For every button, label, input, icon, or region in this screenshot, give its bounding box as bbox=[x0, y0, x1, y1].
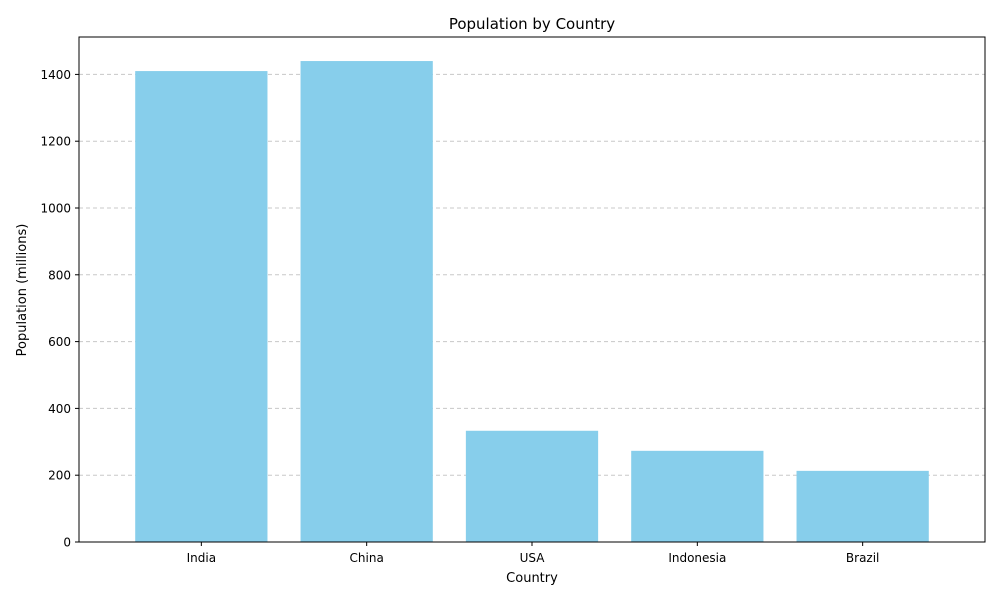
bar-indonesia bbox=[631, 450, 764, 542]
x-axis-ticks: India China USA Indonesia Brazil bbox=[187, 542, 880, 565]
bar-usa bbox=[465, 430, 599, 542]
chart-title: Population by Country bbox=[449, 15, 615, 33]
y-axis-label: Population (millions) bbox=[15, 224, 30, 357]
x-tick-label: Indonesia bbox=[668, 551, 726, 565]
x-axis-label: Country bbox=[506, 571, 558, 586]
y-tick-label: 1000 bbox=[40, 202, 71, 216]
bars bbox=[135, 61, 929, 543]
y-tick-label: 0 bbox=[63, 536, 71, 550]
y-tick-label: 400 bbox=[48, 402, 71, 416]
x-tick-label: India bbox=[187, 551, 216, 565]
bar-brazil bbox=[796, 470, 929, 542]
x-tick-label: Brazil bbox=[846, 551, 880, 565]
x-tick-label: China bbox=[350, 551, 384, 565]
bar-india bbox=[135, 71, 268, 543]
x-tick-label: USA bbox=[520, 551, 546, 565]
y-tick-label: 1200 bbox=[40, 135, 71, 149]
y-axis-ticks: 0 200 400 600 800 1000 1200 1400 bbox=[40, 68, 79, 550]
y-tick-label: 800 bbox=[48, 268, 71, 282]
y-tick-label: 1400 bbox=[40, 68, 71, 82]
y-tick-label: 600 bbox=[48, 335, 71, 349]
bar-china bbox=[300, 61, 433, 543]
y-tick-label: 200 bbox=[48, 469, 71, 483]
